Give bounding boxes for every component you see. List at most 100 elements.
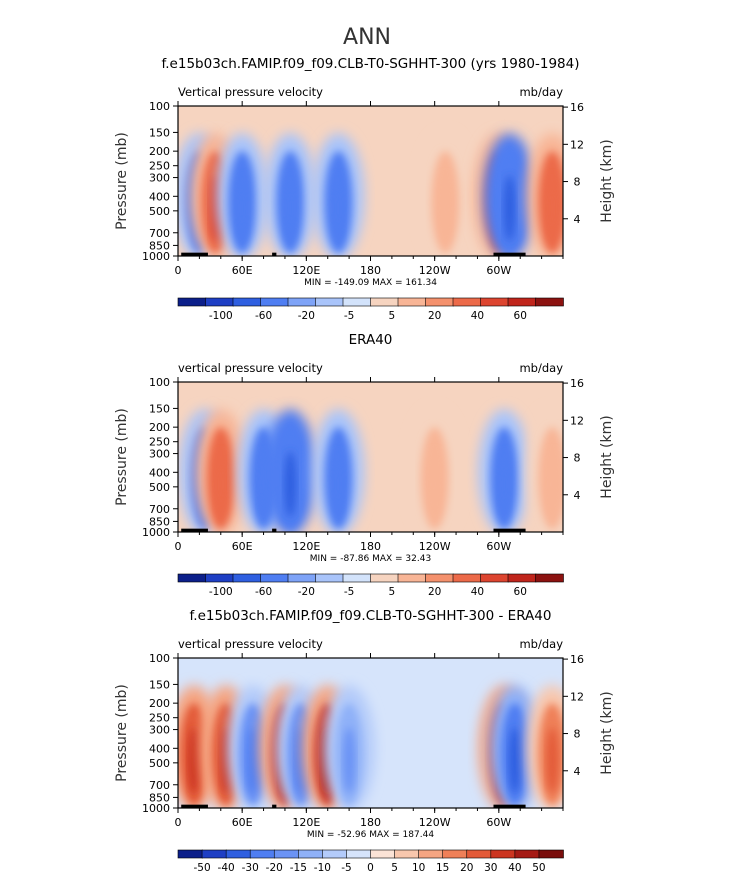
y-axis-label: Pressure (mb)	[114, 684, 130, 782]
colorbar-swatch	[205, 573, 234, 583]
colorbar-label: 60	[514, 310, 527, 322]
colorbar-swatch	[480, 573, 509, 583]
y-tick-label: 850	[149, 791, 170, 804]
y2-tick-label: 8	[574, 728, 581, 741]
land-mask	[181, 804, 208, 808]
y-tick-label: 300	[149, 448, 170, 461]
variable-label: vertical pressure velocity	[178, 637, 323, 651]
colorbar-label: -100	[209, 310, 233, 322]
contour-region-core	[214, 451, 227, 518]
colorbar-label: 20	[460, 862, 473, 872]
y-tick-label: 1000	[142, 526, 170, 539]
colorbar-label: 60	[514, 586, 527, 598]
colorbar-swatch	[315, 573, 344, 583]
colorbar-swatch	[394, 849, 420, 859]
colorbar-swatch	[287, 573, 317, 583]
contour-region-core	[343, 727, 356, 794]
page-title: ANN	[343, 25, 391, 50]
land-mask	[272, 528, 277, 532]
y-tick-label: 850	[149, 515, 170, 528]
colorbar-label: -5	[341, 862, 351, 872]
contour-region-core	[332, 175, 345, 242]
stats-label: MIN = -149.09 MAX = 161.34	[304, 278, 437, 288]
y-tick-label: 300	[149, 724, 170, 737]
colorbar-label: -100	[209, 586, 233, 598]
variable-label: vertical pressure velocity	[178, 361, 323, 375]
colorbar-swatch	[452, 297, 482, 307]
colorbar-swatch	[177, 297, 207, 307]
y-tick-label: 1000	[142, 250, 170, 263]
colorbar-label: 30	[484, 862, 497, 872]
x-tick-label: 60E	[232, 264, 253, 277]
contour-region-core	[188, 727, 201, 794]
colorbar-swatch	[507, 297, 537, 307]
x-tick-label: 120E	[292, 264, 320, 277]
contour-field	[178, 106, 563, 256]
panel-1: f.e15b03ch.FAMIP.f09_f09.CLB-T0-SGHHT-30…	[114, 56, 615, 322]
contour-field	[178, 658, 563, 808]
contour-region-core	[439, 175, 452, 242]
y-tick-label: 700	[149, 779, 170, 792]
colorbar-swatch	[370, 573, 399, 583]
y-tick-label: 150	[149, 126, 170, 139]
y-tick-label: 700	[149, 227, 170, 240]
contour-region-core	[284, 451, 297, 518]
x-tick-label: 120W	[419, 264, 451, 277]
colorbar-label: 40	[471, 586, 484, 598]
x-tick-label: 180	[360, 816, 381, 829]
y-tick-label: 400	[149, 742, 170, 755]
stats-label: MIN = -52.96 MAX = 187.44	[307, 830, 434, 840]
units-label: mb/day	[519, 637, 563, 651]
colorbar-label: 20	[428, 586, 441, 598]
colorbar-swatch	[273, 849, 300, 859]
colorbar-swatch	[535, 573, 564, 583]
contour-region-core	[284, 175, 297, 242]
units-label: mb/day	[519, 361, 563, 375]
colorbar-swatch	[260, 573, 289, 583]
y-tick-label: 500	[149, 481, 170, 494]
y2-axis-label: Height (km)	[599, 139, 615, 222]
land-mask	[493, 804, 526, 808]
land-mask	[181, 528, 208, 532]
y-tick-label: 250	[149, 436, 170, 449]
y-tick-label: 1000	[142, 802, 170, 815]
colorbar-swatch	[397, 573, 427, 583]
x-tick-label: 120E	[292, 816, 320, 829]
x-tick-label: 120W	[419, 816, 451, 829]
colorbar-swatch	[205, 297, 234, 307]
contour-region-core	[236, 175, 249, 242]
land-mask	[272, 804, 277, 808]
y2-tick-label: 8	[574, 176, 581, 189]
colorbar-swatch	[249, 849, 276, 859]
colorbar-swatch	[442, 849, 468, 859]
y-tick-label: 300	[149, 172, 170, 185]
y-tick-label: 850	[149, 239, 170, 252]
colorbar-label: 50	[532, 862, 545, 872]
colorbar-label: -20	[298, 310, 315, 322]
colorbar-swatch	[315, 297, 344, 307]
colorbar-label: -60	[255, 310, 272, 322]
colorbar-label: 15	[436, 862, 449, 872]
x-tick-label: 0	[175, 264, 182, 277]
colorbar-swatch	[507, 573, 537, 583]
colorbar-label: -20	[298, 586, 315, 598]
y2-axis-label: Height (km)	[599, 415, 615, 498]
y-tick-label: 200	[149, 697, 170, 710]
y-tick-label: 250	[149, 160, 170, 173]
colorbar-swatch	[425, 573, 454, 583]
colorbar-swatch	[425, 297, 454, 307]
land-mask	[181, 252, 208, 256]
colorbar-swatch	[342, 573, 372, 583]
colorbar-label: -5	[344, 310, 354, 322]
colorbar-label: -50	[193, 862, 210, 872]
colorbar-swatch	[397, 297, 427, 307]
y2-tick-label: 12	[570, 138, 584, 151]
contour-region-core	[508, 727, 521, 794]
land-mask	[493, 528, 526, 532]
y2-tick-label: 12	[570, 690, 584, 703]
contour-region-core	[498, 451, 511, 518]
colorbar-swatch	[232, 573, 262, 583]
colorbar-label: 5	[389, 586, 396, 598]
contour-region-core	[246, 727, 259, 794]
colorbar-swatch	[298, 849, 324, 859]
